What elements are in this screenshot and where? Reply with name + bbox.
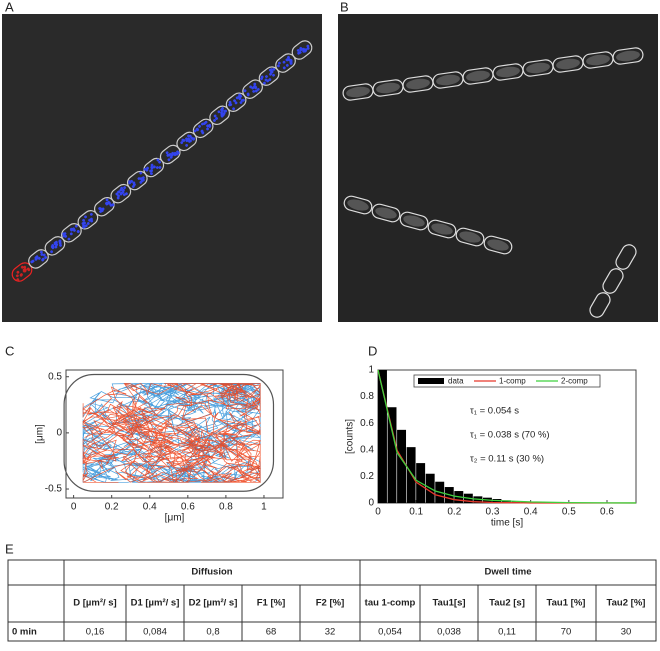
x-tick-label: 0.6 xyxy=(181,502,195,513)
histogram-bar xyxy=(397,430,406,503)
panel-label: A xyxy=(5,0,14,14)
x-tick-label: 0.5 xyxy=(562,507,576,518)
column-header: D [µm²/ s] xyxy=(73,598,116,609)
table-cell: 0,16 xyxy=(86,627,105,638)
table-cell: 0,054 xyxy=(378,627,402,638)
y-tick-label: 0.6 xyxy=(360,418,374,429)
column-header: Tau1 [%] xyxy=(547,598,586,609)
histogram-bar xyxy=(388,407,397,503)
x-axis-label: time [s] xyxy=(491,518,523,529)
x-tick-label: 0.4 xyxy=(524,507,538,518)
y-tick-label: -0.5 xyxy=(45,484,63,495)
column-header: F1 [%] xyxy=(257,598,286,609)
histogram-bar xyxy=(407,447,416,503)
annotation: τ₂ = 0.11 s (30 %) xyxy=(470,454,544,465)
x-tick-label: 0.1 xyxy=(409,507,423,518)
table-cell: 30 xyxy=(621,627,632,638)
panel-label: E xyxy=(5,541,14,556)
column-header: Tau2 [%] xyxy=(607,598,646,609)
column-header: F2 [%] xyxy=(316,598,345,609)
table-cell: 32 xyxy=(325,627,336,638)
y-tick-label: 0 xyxy=(368,498,374,509)
legend-swatch xyxy=(418,378,444,384)
micrograph-a xyxy=(2,14,322,322)
table-cell: 0,11 xyxy=(498,627,516,638)
column-header: Tau1[s] xyxy=(432,598,465,609)
y-tick-label: 0.8 xyxy=(360,391,374,402)
row-header: 0 min xyxy=(12,627,37,638)
legend-label: 2-comp xyxy=(561,377,588,386)
y-tick-label: 0.5 xyxy=(48,371,62,382)
panel-label: B xyxy=(340,0,349,14)
legend-label: 1-comp xyxy=(499,377,526,386)
y-axis-label: [counts] xyxy=(345,419,356,454)
group-header: Dwell time xyxy=(485,567,532,578)
column-header: Tau2 [s] xyxy=(489,598,525,609)
legend-label: data xyxy=(448,377,464,386)
x-tick-label: 0.3 xyxy=(486,507,500,518)
panel-label: C xyxy=(5,343,14,358)
x-tick-label: 0 xyxy=(375,507,381,518)
table-cell: 0,084 xyxy=(143,627,167,638)
table-cell: 70 xyxy=(561,627,572,638)
annotation: τ₁ = 0.054 s xyxy=(470,406,519,417)
annotation: τ₁ = 0.038 s (70 %) xyxy=(470,430,550,441)
y-tick-label: 1 xyxy=(368,365,374,376)
group-header: Diffusion xyxy=(191,567,232,578)
x-tick-label: 0.2 xyxy=(447,507,461,518)
x-tick-label: 0.6 xyxy=(600,507,614,518)
panel-label: D xyxy=(368,343,377,358)
y-tick-label: 0.4 xyxy=(360,444,374,455)
x-tick-label: 0.8 xyxy=(219,502,233,513)
table-cell: 0,8 xyxy=(206,627,219,638)
x-tick-label: 0 xyxy=(71,502,77,513)
x-tick-label: 1 xyxy=(261,502,267,513)
y-tick-label: 0 xyxy=(56,428,62,439)
column-header: tau 1-comp xyxy=(365,598,416,609)
x-tick-label: 0.2 xyxy=(105,502,119,513)
micrograph-b xyxy=(338,14,658,322)
column-header: D2 [µm²/ s] xyxy=(189,598,238,609)
column-header: D1 [µm²/ s] xyxy=(131,598,180,609)
x-axis-label: [μm] xyxy=(165,513,185,524)
table-cell: 0,038 xyxy=(437,627,461,638)
table-cell: 68 xyxy=(266,627,277,638)
y-tick-label: 0.2 xyxy=(360,471,374,482)
x-tick-label: 0.4 xyxy=(143,502,157,513)
y-axis-label: [μm] xyxy=(35,424,46,444)
